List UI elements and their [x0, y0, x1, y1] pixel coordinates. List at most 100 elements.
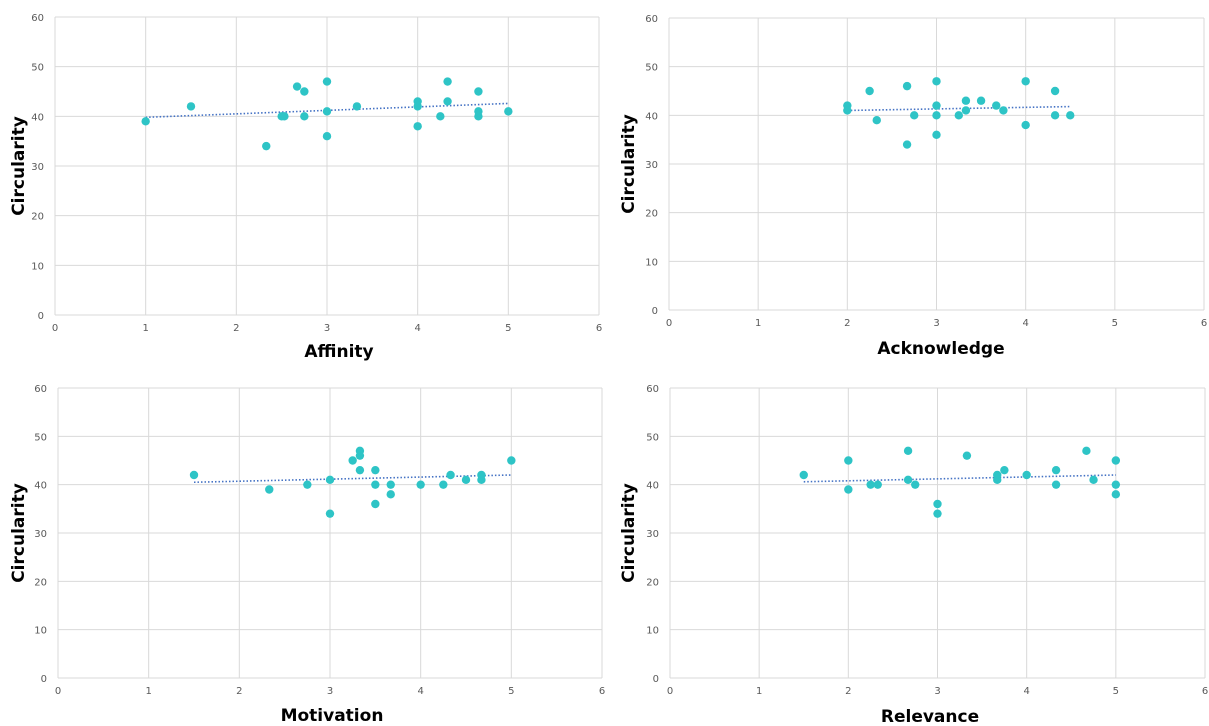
x-tick-label: 5 [505, 323, 511, 334]
y-tick-label: 20 [31, 212, 44, 223]
data-point [300, 87, 309, 96]
y-tick-label: 50 [645, 63, 658, 74]
data-point [371, 465, 380, 475]
x-tick-label: 2 [233, 323, 239, 334]
data-point [461, 475, 471, 485]
y-tick-label: 30 [645, 160, 658, 171]
data-point [507, 456, 516, 465]
x-axis-label: Motivation [281, 706, 384, 726]
data-point [371, 499, 380, 509]
data-point [954, 111, 963, 120]
y-tick-label: 10 [645, 257, 658, 268]
x-tick-label: 2 [844, 318, 850, 329]
data-point [322, 77, 332, 86]
data-point [903, 475, 913, 485]
y-tick-label: 40 [31, 112, 44, 123]
trendline [803, 474, 1116, 483]
y-axis-label: Circularity [619, 114, 639, 214]
x-tick-label: 4 [414, 323, 420, 334]
y-tick-label: 50 [646, 432, 659, 443]
data-point [416, 480, 425, 489]
data-point [348, 456, 357, 465]
data-point [933, 499, 942, 509]
data-point [474, 87, 483, 96]
x-tick-label: 5 [508, 686, 514, 697]
y-tick-label: 10 [31, 261, 44, 272]
data-point [325, 475, 335, 485]
x-tick-label: 0 [667, 686, 673, 697]
y-tick-label: 10 [34, 626, 47, 637]
data-point [844, 456, 853, 465]
data-point [932, 130, 941, 139]
x-tick-label: 6 [1201, 318, 1207, 329]
data-point [1089, 475, 1098, 485]
data-point [262, 141, 271, 151]
y-axis-label: Circularity [9, 116, 29, 216]
x-tick-label: 0 [52, 323, 58, 334]
x-tick-label: 2 [236, 686, 242, 697]
data-point [325, 509, 335, 518]
data-point [932, 101, 941, 110]
y-tick-label: 0 [653, 674, 659, 685]
data-point [280, 112, 289, 121]
x-tick-label: 1 [142, 323, 148, 334]
data-point [443, 77, 452, 86]
y-tick-label: 0 [41, 674, 47, 685]
data-point [443, 97, 452, 106]
y-tick-label: 0 [38, 311, 44, 322]
data-point [799, 470, 808, 480]
data-point [1082, 446, 1091, 456]
x-tick-label: 1 [145, 686, 151, 697]
chart-panel-1: 0 1 2 3 4 5 60102030405060AcknowledgeCirculari… [619, 14, 1207, 359]
data-point [961, 96, 971, 105]
data-point [413, 102, 422, 111]
data-point [903, 446, 913, 456]
chart-panel-2: 0 1 2 3 4 5 60102030405060MotivationCircularit… [9, 384, 605, 726]
data-point [872, 116, 881, 125]
data-point [322, 132, 332, 141]
y-tick-label: 40 [645, 111, 658, 122]
x-tick-label: 4 [417, 686, 423, 697]
x-axis-label: Relevance [881, 707, 979, 726]
data-point [413, 122, 422, 131]
data-point [186, 102, 196, 111]
data-point [386, 480, 395, 489]
x-tick-label: 3 [327, 686, 333, 697]
data-point [265, 485, 274, 494]
trendline [193, 474, 512, 484]
data-point [902, 140, 912, 149]
x-tick-label: 3 [324, 323, 330, 334]
data-point [933, 509, 942, 518]
data-point [1111, 480, 1121, 489]
x-axis-label: Affinity [304, 342, 373, 362]
x-tick-label: 0 [666, 318, 672, 329]
y-tick-label: 10 [646, 626, 659, 637]
data-point [1111, 490, 1121, 499]
data-point [292, 82, 302, 91]
y-tick-label: 50 [34, 432, 47, 443]
data-point [902, 81, 912, 91]
trendline [847, 105, 1071, 112]
data-point [1051, 465, 1061, 475]
y-tick-label: 20 [34, 577, 47, 588]
y-tick-label: 40 [646, 481, 659, 492]
data-point [303, 480, 312, 489]
x-tick-label: 3 [933, 318, 939, 329]
data-point [1050, 111, 1060, 120]
y-tick-label: 50 [31, 63, 44, 74]
x-tick-label: 2 [845, 686, 851, 697]
data-point [1051, 480, 1061, 489]
data-point [866, 480, 875, 489]
y-tick-label: 40 [34, 481, 47, 492]
y-tick-label: 0 [652, 306, 658, 317]
y-tick-label: 60 [645, 14, 658, 25]
data-point [504, 107, 513, 116]
data-point [844, 485, 853, 494]
data-point [352, 102, 362, 111]
data-point [911, 480, 920, 489]
x-tick-label: 5 [1112, 318, 1118, 329]
y-tick-label: 20 [645, 209, 658, 220]
